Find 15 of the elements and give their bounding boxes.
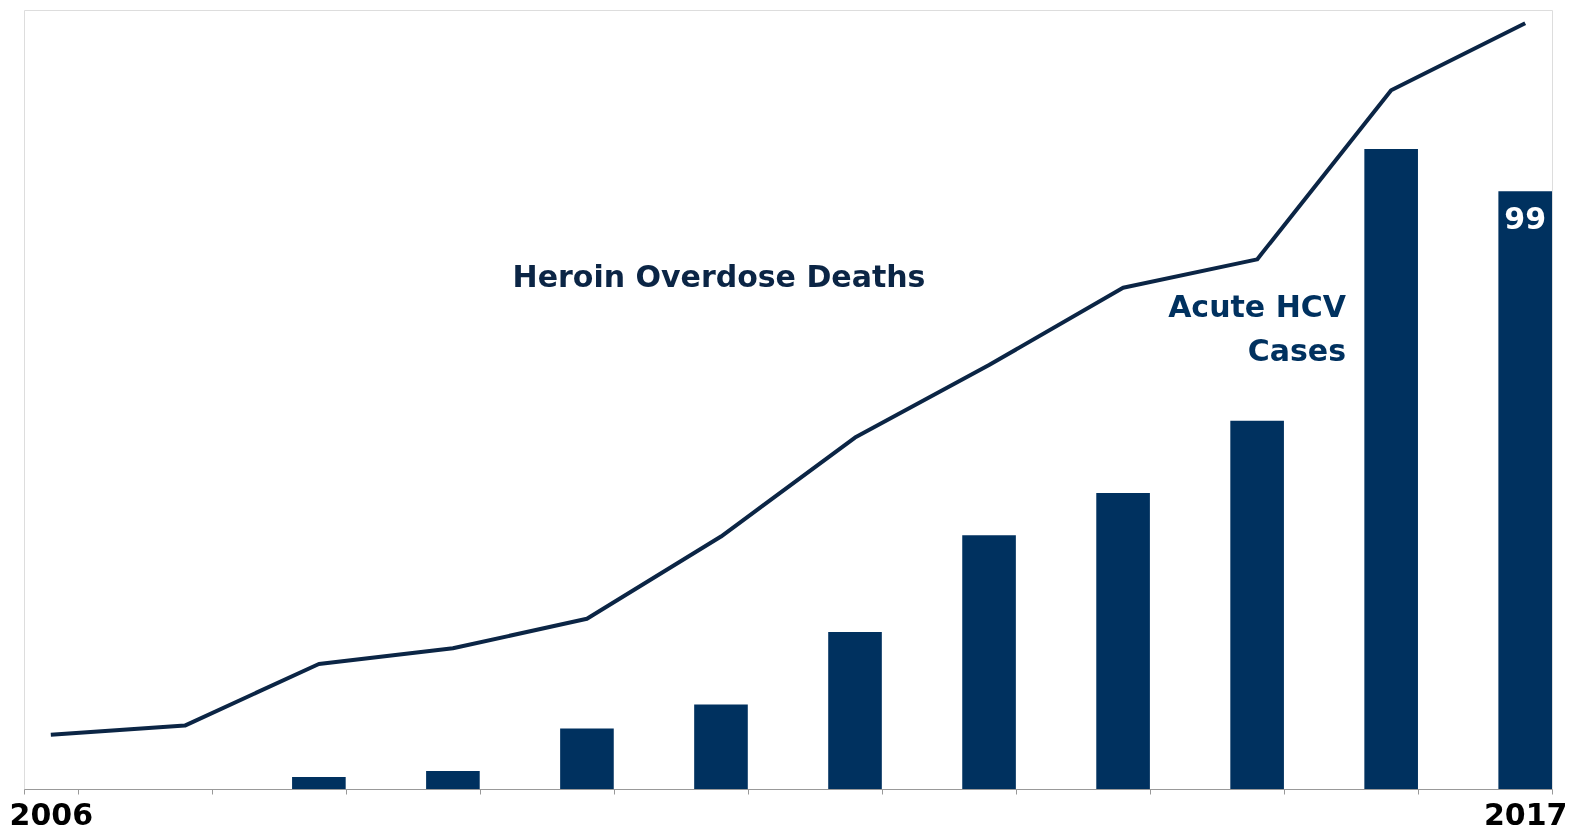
bar: [1364, 148, 1418, 789]
bar: [1230, 420, 1284, 789]
bar: [1096, 493, 1150, 789]
data-label: 99: [1504, 201, 1547, 237]
text: Heroin Overdose Deaths: [512, 259, 926, 294]
bar: [828, 631, 882, 789]
bar: [694, 704, 748, 789]
bar: [560, 728, 614, 789]
x-tick-label: 2006: [9, 796, 94, 832]
x-tick-label: 2017: [1483, 796, 1568, 832]
bar: [1498, 191, 1552, 789]
bar: [962, 535, 1016, 789]
bar: [292, 776, 346, 789]
series-label: Acute HCV Cases: [1168, 289, 1347, 368]
bar: [426, 770, 480, 789]
